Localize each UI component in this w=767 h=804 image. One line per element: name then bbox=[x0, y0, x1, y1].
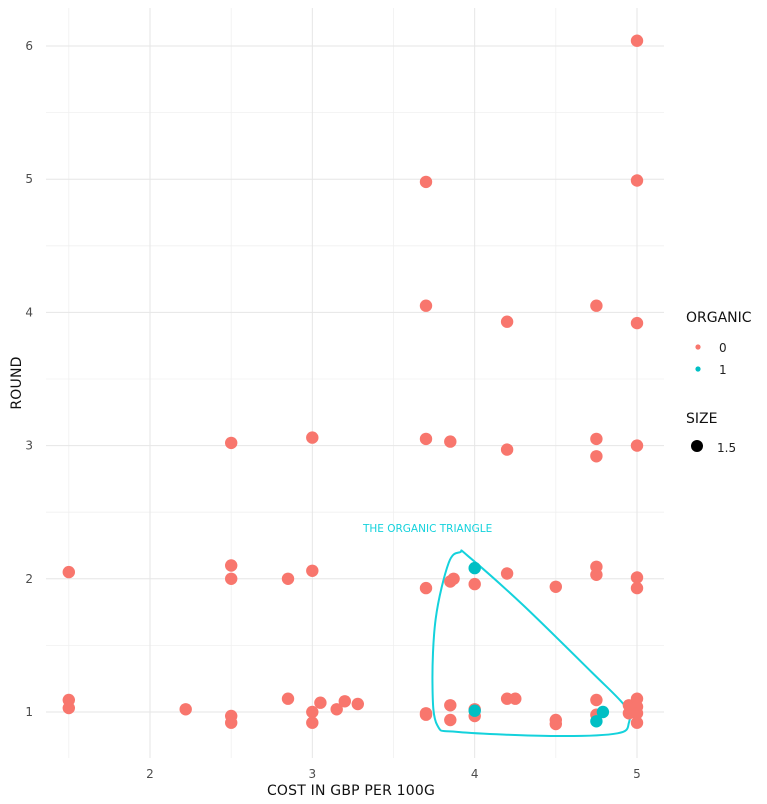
data-point-organic-0 bbox=[630, 581, 644, 595]
data-point-organic-0 bbox=[549, 580, 562, 593]
data-point-organic-0 bbox=[225, 716, 238, 729]
x-tick-label: 4 bbox=[471, 767, 479, 781]
legend-label-1: 1 bbox=[719, 363, 727, 377]
organic-triangle-label: THE ORGANIC TRIANGLE bbox=[362, 523, 492, 535]
data-point-organic-0 bbox=[338, 695, 351, 708]
data-point-organic-0 bbox=[225, 572, 238, 585]
data-point-organic-0 bbox=[419, 175, 433, 189]
data-point-organic-0 bbox=[590, 299, 603, 312]
legend-color-title: ORGANIC bbox=[686, 310, 752, 326]
data-point-organic-0 bbox=[590, 693, 603, 707]
data-point-organic-1 bbox=[590, 715, 603, 728]
data-point-organic-0 bbox=[306, 564, 319, 577]
x-axis-title: COST IN GBP PER 100G bbox=[267, 783, 435, 799]
data-point-organic-0 bbox=[281, 572, 295, 585]
y-tick-label: 3 bbox=[25, 439, 33, 453]
data-point-organic-0 bbox=[630, 716, 644, 729]
data-point-organic-0 bbox=[306, 716, 319, 729]
y-tick-label: 2 bbox=[25, 572, 33, 586]
data-point-organic-0 bbox=[500, 315, 514, 328]
data-point-organic-1 bbox=[468, 561, 481, 575]
data-point-organic-0 bbox=[306, 431, 319, 444]
data-point-organic-0 bbox=[351, 697, 364, 711]
y-axis-title: ROUND bbox=[9, 356, 25, 409]
data-point-organic-0 bbox=[62, 701, 75, 715]
data-point-organic-0 bbox=[281, 692, 295, 705]
gridlines bbox=[46, 8, 664, 758]
data-point-organic-0 bbox=[330, 703, 343, 716]
data-point-organic-0 bbox=[630, 707, 644, 720]
y-axis-ticks: 1 2 3 4 5 6 bbox=[25, 39, 33, 719]
legend: ORGANIC 0 1 SIZE 1.5 bbox=[686, 310, 752, 455]
data-point-organic-0 bbox=[630, 174, 644, 187]
y-tick-label: 1 bbox=[25, 705, 33, 719]
data-point-organic-0 bbox=[630, 439, 644, 452]
data-point-organic-0 bbox=[500, 443, 514, 456]
data-point-organic-0 bbox=[419, 432, 433, 446]
data-point-organic-0 bbox=[225, 436, 238, 450]
data-point-organic-0 bbox=[468, 577, 481, 591]
data-point-organic-0 bbox=[630, 34, 644, 47]
data-point-organic-0 bbox=[549, 717, 562, 731]
data-point-organic-0 bbox=[225, 559, 238, 572]
data-point-organic-0 bbox=[444, 699, 457, 712]
data-point-organic-0 bbox=[509, 692, 522, 705]
organic-triangle-outline bbox=[431, 549, 632, 738]
data-point-organic-0 bbox=[419, 708, 433, 721]
data-point-organic-0 bbox=[419, 581, 433, 595]
legend-size-label: 1.5 bbox=[717, 441, 736, 455]
data-point-organic-0 bbox=[306, 705, 319, 719]
x-tick-label: 2 bbox=[146, 767, 154, 781]
y-tick-label: 6 bbox=[25, 39, 33, 53]
y-tick-label: 5 bbox=[25, 172, 33, 186]
data-point-organic-0 bbox=[447, 572, 460, 585]
data-point-organic-0 bbox=[179, 703, 192, 716]
legend-size-swatch bbox=[691, 440, 703, 452]
x-axis-ticks: 2 3 4 5 bbox=[146, 767, 641, 781]
legend-size-title: SIZE bbox=[686, 411, 717, 427]
x-tick-label: 5 bbox=[633, 767, 641, 781]
data-point-organic-0 bbox=[590, 568, 603, 581]
data-point-organic-0 bbox=[62, 565, 75, 579]
data-point-organic-0 bbox=[419, 299, 433, 312]
data-point-organic-1 bbox=[596, 705, 610, 719]
annotation-layer: THE ORGANIC TRIANGLE bbox=[362, 523, 632, 738]
legend-swatch-1 bbox=[695, 366, 701, 372]
x-tick-label: 3 bbox=[309, 767, 317, 781]
data-point-organic-0 bbox=[590, 432, 603, 446]
data-point-organic-0 bbox=[500, 567, 514, 580]
data-point-organic-0 bbox=[444, 713, 457, 727]
data-point-organic-0 bbox=[590, 450, 603, 463]
data-points bbox=[62, 34, 644, 731]
data-point-organic-0 bbox=[630, 316, 644, 330]
data-point-organic-0 bbox=[630, 571, 644, 584]
y-tick-label: 4 bbox=[25, 305, 33, 319]
data-point-organic-0 bbox=[444, 435, 457, 448]
data-point-organic-0 bbox=[314, 696, 327, 709]
legend-swatch-0 bbox=[695, 344, 701, 350]
data-point-organic-1 bbox=[468, 704, 481, 717]
legend-label-0: 0 bbox=[719, 341, 727, 355]
